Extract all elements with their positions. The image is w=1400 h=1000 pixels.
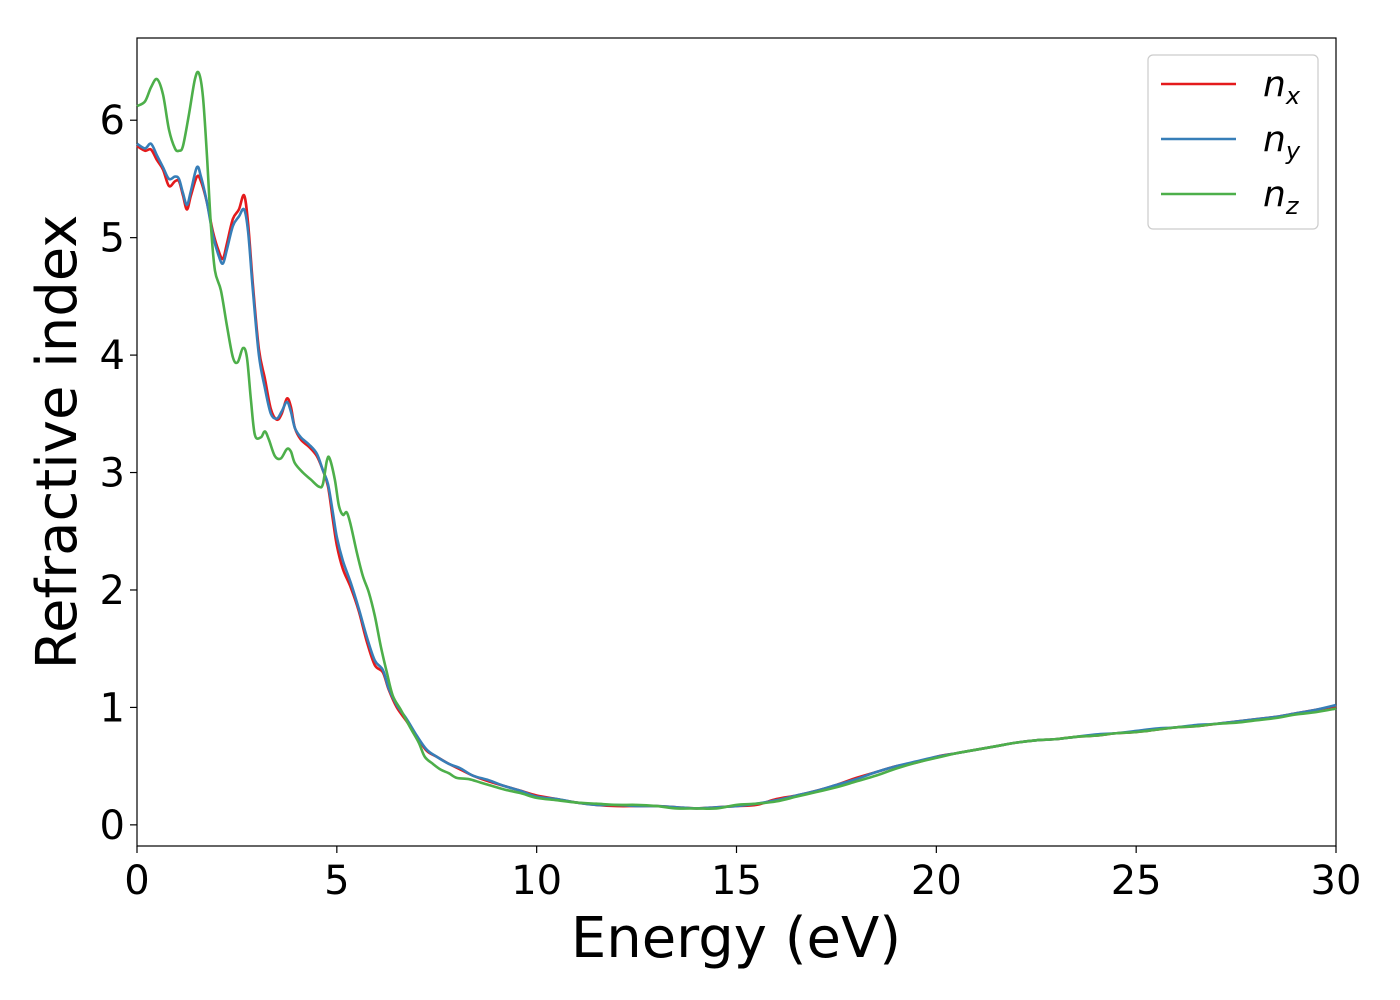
- x-tick-label: 0: [124, 858, 149, 904]
- legend-box: [1147, 54, 1319, 230]
- series-line-x: [136, 144, 1337, 810]
- y-axis-ticks: 0 1 2 3 4 5 6: [100, 98, 137, 849]
- series-line-z: [136, 70, 1337, 810]
- y-axis-title: Refractive index: [25, 215, 90, 670]
- x-tick-label: 5: [324, 858, 349, 904]
- x-tick-label: 25: [1111, 858, 1162, 904]
- y-tick-label: 6: [100, 98, 125, 144]
- legend: nx ny nz: [1147, 54, 1319, 230]
- x-tick-label: 10: [511, 858, 562, 904]
- series-line-y: [136, 142, 1337, 810]
- legend-label-x: nx: [1263, 64, 1301, 110]
- y-tick-label: 0: [100, 803, 125, 849]
- x-tick-label: 30: [1311, 858, 1362, 904]
- y-tick-label: 3: [100, 451, 125, 497]
- x-axis-title: Energy (eV): [571, 906, 901, 971]
- x-tick-label: 20: [911, 858, 962, 904]
- series-layer: [136, 70, 1337, 810]
- y-tick-label: 5: [100, 216, 125, 262]
- legend-label-z: nz: [1263, 174, 1300, 220]
- y-tick-label: 2: [100, 568, 125, 614]
- legend-label-y: ny: [1263, 119, 1301, 165]
- x-tick-label: 15: [711, 858, 762, 904]
- y-tick-label: 1: [100, 685, 125, 731]
- y-tick-label: 4: [100, 333, 125, 379]
- x-axis-ticks: 0 5 10 15 20 25 30: [124, 846, 1361, 904]
